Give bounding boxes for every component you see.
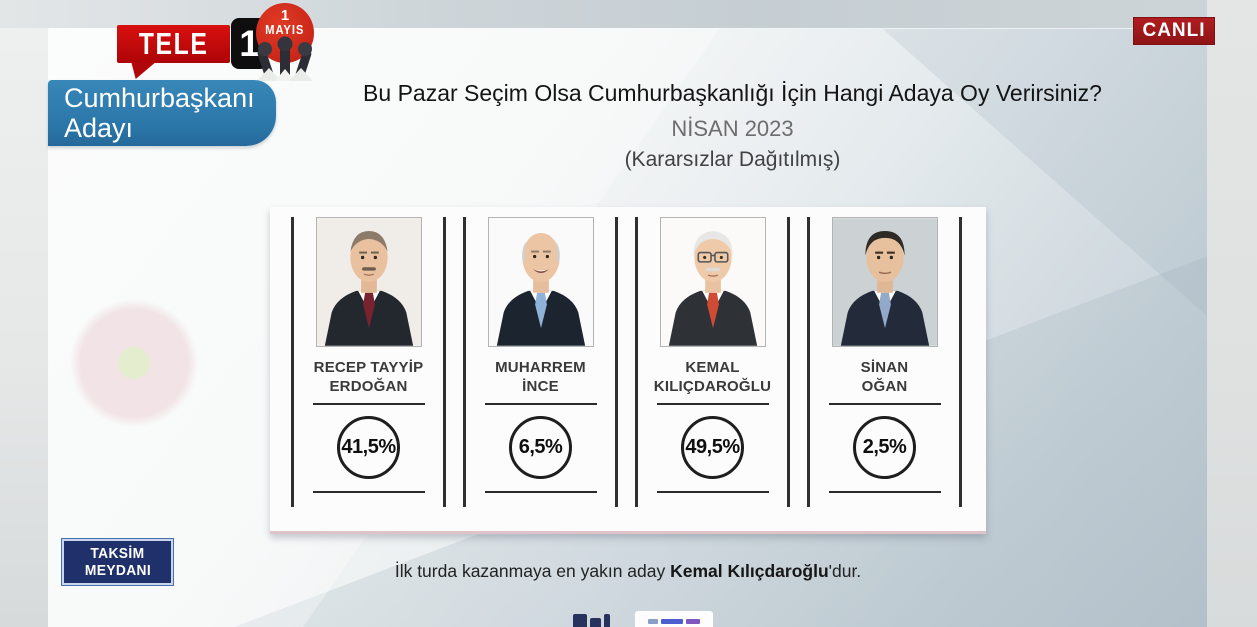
background-left-strip xyxy=(0,28,48,627)
mayis-badge-number: 1 xyxy=(280,7,290,24)
divider xyxy=(312,403,425,405)
results-panel: RECEP TAYYİP ERDOĞAN 41,5% xyxy=(270,207,986,534)
poll-note: (Kararsızlar Dağıtılmış) xyxy=(624,148,841,171)
topic-label-line2: Adayı xyxy=(64,113,134,143)
percentage-circle: 41,5% xyxy=(337,416,400,479)
poll-question: Bu Pazar Seçim Olsa Cumhurbaşkanlığı İçi… xyxy=(363,80,1102,106)
poll-heading-block: Bu Pazar Seçim Olsa Cumhurbaşkanlığı İçi… xyxy=(270,80,1195,172)
live-badge: CANLI xyxy=(1133,17,1215,45)
percentage-circle: 2,5% xyxy=(853,416,916,479)
divider xyxy=(656,403,769,405)
pollster-logo-box-icon xyxy=(635,611,713,627)
divider xyxy=(656,491,769,493)
percentage-value: 6,5% xyxy=(518,436,563,458)
candidate-photo-kilicdaroglu xyxy=(659,217,766,347)
candidate-name: KEMAL KILIÇDAROĞLU xyxy=(653,359,772,395)
location-badge: TAKSİM MEYDANI xyxy=(61,538,174,586)
candidate-name: RECEP TAYYİP ERDOĞAN xyxy=(313,359,424,395)
candidate-card-ince: MUHARREM İNCE 6,5% xyxy=(463,217,618,507)
percentage-circle: 49,5% xyxy=(681,416,744,479)
tele1-logo-text: TELE xyxy=(138,26,209,61)
pollster-logo-wordmark-icon xyxy=(573,611,625,627)
candidate-name: SİNAN OĞAN xyxy=(860,359,909,395)
tele1-logo-wordmark: TELE xyxy=(117,25,230,63)
divider xyxy=(828,491,941,493)
candidate-photo-ince xyxy=(487,217,594,347)
candidate-card-erdogan: RECEP TAYYİP ERDOĞAN 41,5% xyxy=(291,217,446,507)
presidential-seal-watermark-icon xyxy=(63,288,205,438)
background-right-strip xyxy=(1207,0,1257,627)
topic-label-line1: Cumhurbaşkanı xyxy=(64,83,255,113)
raised-fists-icon xyxy=(257,36,313,81)
percentage-value: 49,5% xyxy=(685,436,740,458)
mayis-badge-label: MAYIS xyxy=(265,23,305,37)
candidate-card-ogan: SİNAN OĞAN 2,5% xyxy=(807,217,962,507)
topic-label: Cumhurbaşkanı Adayı xyxy=(48,80,276,146)
candidate-photo-ogan xyxy=(831,217,938,347)
candidate-card-kilicdaroglu: KEMAL KILIÇDAROĞLU 49,5% xyxy=(635,217,790,507)
conclusion-text: İlk turda kazanmaya en yakın aday Kemal … xyxy=(394,561,862,581)
candidate-photo-erdogan xyxy=(315,217,422,347)
location-badge-line1: TAKSİM xyxy=(90,545,145,562)
divider xyxy=(484,491,597,493)
candidate-name: MUHARREM İNCE xyxy=(495,359,586,395)
tele1-logo-number: 1 xyxy=(239,22,260,64)
percentage-value: 41,5% xyxy=(341,436,396,458)
divider xyxy=(828,403,941,405)
percentage-value: 2,5% xyxy=(862,436,907,458)
live-badge-text: CANLI xyxy=(1142,20,1206,41)
pollster-logo xyxy=(573,611,713,627)
percentage-circle: 6,5% xyxy=(509,416,572,479)
background-top-strip xyxy=(0,0,1257,28)
conclusion-candidate-name: Kemal Kılıçdaroğlu xyxy=(670,561,829,581)
mayis-day-badge: 1 MAYIS xyxy=(253,3,317,81)
divider xyxy=(484,403,597,405)
location-badge-line2: MEYDANI xyxy=(84,562,151,579)
poll-period: NİSAN 2023 xyxy=(671,116,794,141)
divider xyxy=(312,491,425,493)
